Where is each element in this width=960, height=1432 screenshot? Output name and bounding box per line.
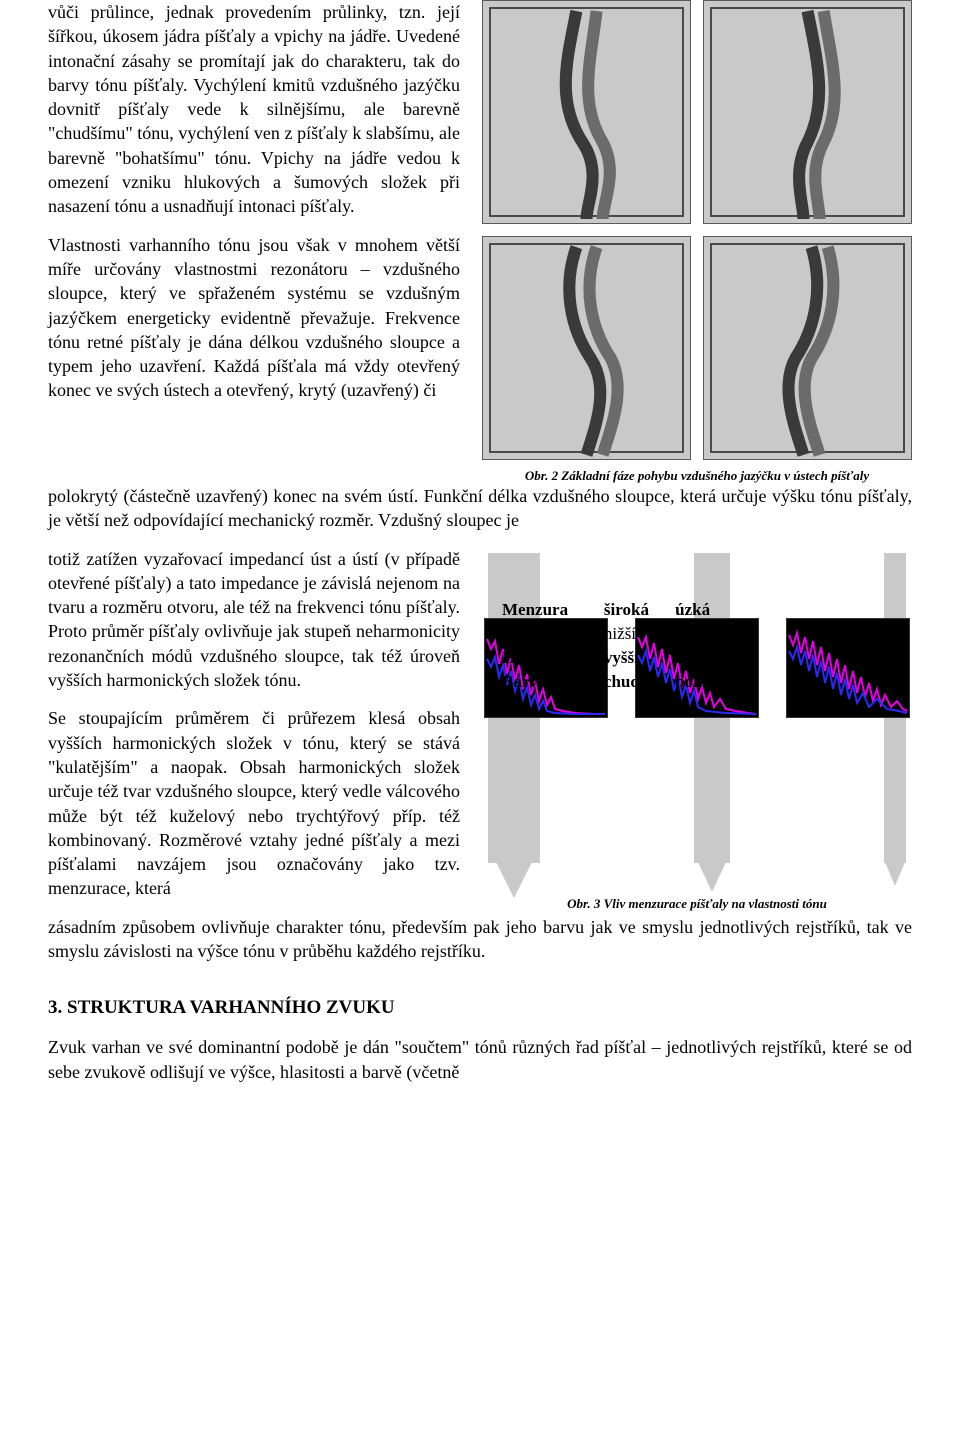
fig2-phase-2-tile	[703, 0, 912, 224]
mens-label: Výška tónu	[502, 624, 602, 646]
paragraph-2a: Vlastnosti varhanního tónu jsou však v m…	[48, 233, 460, 403]
table-row: Výška tónu nižší vyšší	[502, 624, 750, 646]
paragraph-3a: totiž zatížen vyzařovací impedancí úst a…	[48, 547, 460, 693]
section-heading-3: 3. STRUKTURA VARHANNÍHO ZVUKU	[48, 997, 912, 1019]
mens-label: Menzura	[502, 600, 602, 622]
table-row: Hlasitost vyšší nižší	[502, 648, 750, 670]
fig2-phase-1-tile	[482, 0, 691, 224]
mens-label: Barva	[502, 672, 602, 694]
fig3-pipe-narrow	[884, 553, 906, 886]
fig2-phase-1-jet	[483, 1, 690, 223]
fig2-phase-4-tile	[703, 236, 912, 460]
fig2-phase-3-tile	[482, 236, 691, 460]
closing-paragraph: Zvuk varhan ve své dominantní podobě je …	[48, 1035, 912, 1084]
paragraph-3c: zásadním způsobem ovlivňuje charakter tó…	[48, 915, 912, 964]
fig3-caption: Obr. 3 Vliv menzurace píšťaly na vlastno…	[482, 896, 912, 912]
mens-wide: chudší	[604, 672, 673, 694]
table-row: Menzura široká úzká	[502, 600, 750, 622]
fig2-phase-4-jet	[704, 237, 911, 459]
mens-narrow: úzká	[675, 600, 750, 622]
fig3-spectrum-narrow	[786, 618, 910, 718]
fig2-caption: Obr. 2 Základní fáze pohybu vzdušného ja…	[482, 468, 912, 484]
fig2-phase-2-jet	[704, 1, 911, 223]
mens-wide: široká	[604, 600, 673, 622]
paragraph-3b: Se stoupajícím průměrem či průřezem kles…	[48, 706, 460, 900]
fig3-mensuration-table: Menzura široká úzká Výška tónu nižší vyš…	[500, 598, 752, 696]
paragraph-1: vůči průlince, jednak provedením průlink…	[48, 0, 460, 219]
figure-2: Obr. 2 Základní fáze pohybu vzdušného ja…	[482, 0, 912, 484]
mens-label: Hlasitost	[502, 648, 602, 670]
mens-narrow: vyšší	[675, 624, 750, 646]
figure-3: Menzura široká úzká Výška tónu nižší vyš…	[482, 547, 912, 915]
mens-narrow: nižší	[675, 648, 750, 670]
mens-wide: vyšší	[604, 648, 673, 670]
paragraph-2b: polokrytý (částečně uzavřený) konec na s…	[48, 484, 912, 533]
mens-wide: nižší	[604, 624, 673, 646]
table-row: Barva chudší bohatší	[502, 672, 750, 694]
mens-narrow: bohatší	[675, 672, 750, 694]
fig2-phase-3-jet	[483, 237, 690, 459]
